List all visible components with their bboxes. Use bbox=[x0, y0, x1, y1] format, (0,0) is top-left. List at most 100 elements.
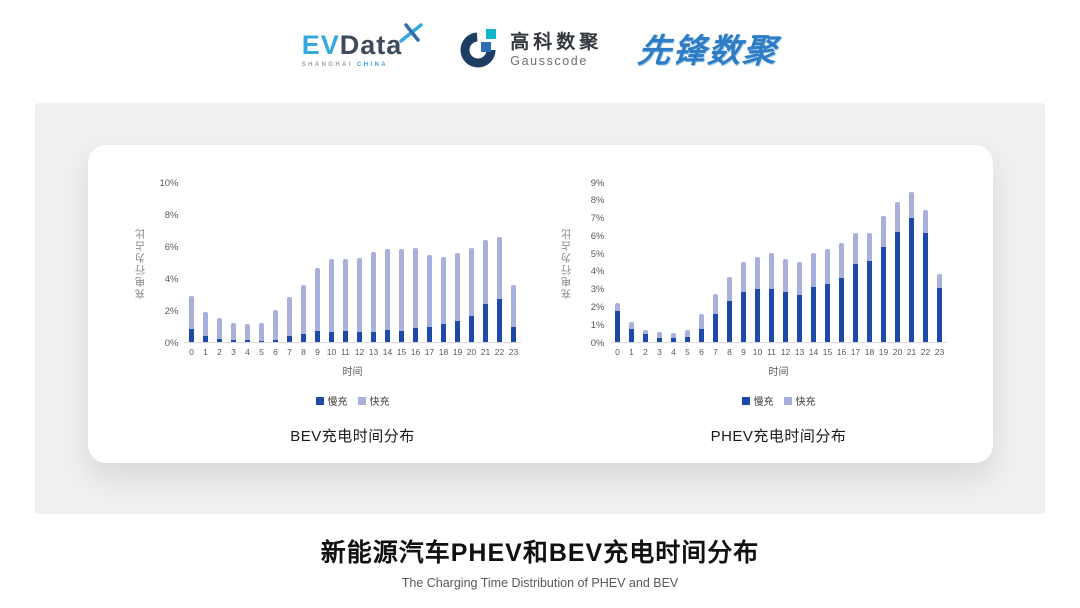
logo-bar: EV Data SHANGHAI CHINA 高科数聚 Gausscode 先锋数… bbox=[0, 18, 1080, 82]
x-tick-label: 21 bbox=[906, 347, 917, 357]
bar-column bbox=[667, 182, 681, 342]
pioneer-logo: 先锋数聚 bbox=[636, 31, 781, 69]
x-axis-labels: 0 1 2 3 4 5 6 7 8 9 10 11 12 13 14 15 16 17 18 19 20 21 22 23 bbox=[611, 343, 947, 357]
bar-segment-fast bbox=[923, 210, 928, 233]
bar-column bbox=[709, 182, 723, 342]
legend-swatch bbox=[315, 396, 324, 405]
stacked-bar bbox=[511, 285, 516, 342]
y-tick-label: 0% bbox=[164, 337, 179, 349]
x-tick-label: 0 bbox=[189, 347, 194, 357]
x-tick-label: 12 bbox=[354, 347, 365, 357]
bar-column bbox=[395, 182, 409, 342]
bar-column bbox=[849, 182, 863, 342]
bar-segment-fast bbox=[287, 297, 292, 337]
bar-segment-slow bbox=[245, 340, 250, 342]
bar-column bbox=[863, 182, 877, 342]
x-tick-label: 21 bbox=[480, 347, 491, 357]
bar-segment-fast bbox=[615, 302, 620, 311]
legend-item: 慢充 bbox=[741, 393, 774, 408]
bar-column bbox=[681, 182, 695, 342]
x-tick-label: 16 bbox=[836, 347, 847, 357]
bar-segment-fast bbox=[315, 268, 320, 331]
bar-segment-fast bbox=[441, 257, 446, 325]
x-tick-label: 14 bbox=[382, 347, 393, 357]
x-tick-label: 1 bbox=[629, 347, 634, 357]
x-tick-label: 15 bbox=[822, 347, 833, 357]
bar-column bbox=[493, 182, 507, 342]
bar-segment-fast bbox=[769, 253, 774, 289]
evdata-subtitle: SHANGHAI CHINA bbox=[302, 62, 403, 68]
bar-column bbox=[723, 182, 737, 342]
bar-segment-slow bbox=[189, 329, 194, 342]
stacked-bar bbox=[329, 258, 334, 342]
bar-segment-fast bbox=[741, 262, 746, 293]
x-tick-label: 11 bbox=[341, 347, 350, 357]
bar-column bbox=[213, 182, 227, 342]
stacked-bar bbox=[895, 201, 900, 342]
bar-column bbox=[465, 182, 479, 342]
stacked-bar bbox=[399, 249, 404, 342]
bar-segment-fast bbox=[259, 322, 264, 342]
chart-panel: 充电行为占比 0% 2% 4% 6% 8% 10% 0 1 2 3 4 5 6 7 8 9 10 11 12 13 1… bbox=[35, 103, 1045, 514]
bar-segment-fast bbox=[909, 191, 914, 218]
bar-segment-fast bbox=[825, 248, 830, 285]
y-tick-label: 9% bbox=[590, 177, 605, 189]
bar-column bbox=[437, 182, 451, 342]
bar-segment-slow bbox=[231, 340, 236, 342]
bar-segment-fast bbox=[511, 285, 516, 327]
bar-column bbox=[933, 182, 947, 342]
bar-segment-fast bbox=[357, 258, 362, 333]
stacked-bar bbox=[727, 277, 732, 342]
evdata-china-text: CHINA bbox=[356, 62, 388, 68]
stacked-bar bbox=[301, 285, 306, 342]
gausscode-en-text: Gausscode bbox=[510, 53, 588, 68]
legend-swatch bbox=[357, 396, 366, 405]
x-tick-label: 9 bbox=[741, 347, 746, 357]
bar-column bbox=[793, 182, 807, 342]
bar-segment-fast bbox=[385, 249, 390, 330]
x-tick-label: 15 bbox=[396, 347, 407, 357]
bar-segment-slow bbox=[937, 287, 942, 342]
legend-swatch bbox=[783, 396, 792, 405]
bar-segment-fast bbox=[629, 321, 634, 329]
bar-segment-fast bbox=[685, 329, 690, 337]
bar-segment-fast bbox=[755, 256, 760, 289]
x-tick-label: 5 bbox=[259, 347, 264, 357]
bar-segment-slow bbox=[287, 336, 292, 342]
stacked-bar bbox=[783, 259, 788, 342]
bar-segment-fast bbox=[217, 318, 222, 339]
bar-segment-slow bbox=[301, 334, 306, 342]
bar-segment-fast bbox=[245, 324, 250, 341]
bar-column bbox=[185, 182, 199, 342]
bar-segment-slow bbox=[769, 288, 774, 342]
bar-column bbox=[891, 182, 905, 342]
stacked-bar bbox=[245, 324, 250, 342]
y-tick-label: 10% bbox=[159, 177, 179, 189]
bar-column bbox=[381, 182, 395, 342]
bar-column bbox=[639, 182, 653, 342]
bar-column bbox=[451, 182, 465, 342]
stacked-bar bbox=[203, 311, 208, 342]
stacked-bar bbox=[909, 191, 914, 342]
legend: 慢充 快充 bbox=[611, 393, 947, 408]
bar-segment-fast bbox=[699, 313, 704, 329]
stacked-bar bbox=[343, 258, 348, 342]
stacked-bar bbox=[357, 258, 362, 342]
stacked-bar bbox=[769, 253, 774, 342]
bar-segment-slow bbox=[615, 310, 620, 342]
stacked-bar bbox=[231, 322, 236, 342]
bar-column bbox=[507, 182, 521, 342]
y-tick-label: 2% bbox=[164, 305, 179, 317]
bar-segment-slow bbox=[671, 337, 676, 342]
evdata-x-icon bbox=[398, 22, 424, 49]
bar-segment-fast bbox=[427, 254, 432, 327]
bar-segment-fast bbox=[413, 248, 418, 329]
x-tick-label: 20 bbox=[892, 347, 903, 357]
bar-segment-slow bbox=[741, 292, 746, 342]
x-tick-label: 8 bbox=[301, 347, 306, 357]
bar-column bbox=[877, 182, 891, 342]
bar-segment-slow bbox=[839, 278, 844, 342]
stacked-bar bbox=[839, 243, 844, 342]
chart-card: 充电行为占比 0% 2% 4% 6% 8% 10% 0 1 2 3 4 5 6 7 8 9 10 11 12 13 1… bbox=[88, 145, 993, 463]
bar-column bbox=[835, 182, 849, 342]
